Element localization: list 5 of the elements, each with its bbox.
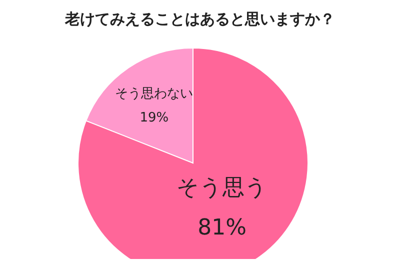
slice-label: そう思わない xyxy=(115,86,194,102)
slice-label: そう思う xyxy=(176,175,268,200)
data-label: 81% xyxy=(198,215,247,240)
data-label: 19% xyxy=(140,110,169,126)
chart-title: 老けてみえることはあると思いますか？ xyxy=(64,10,336,29)
